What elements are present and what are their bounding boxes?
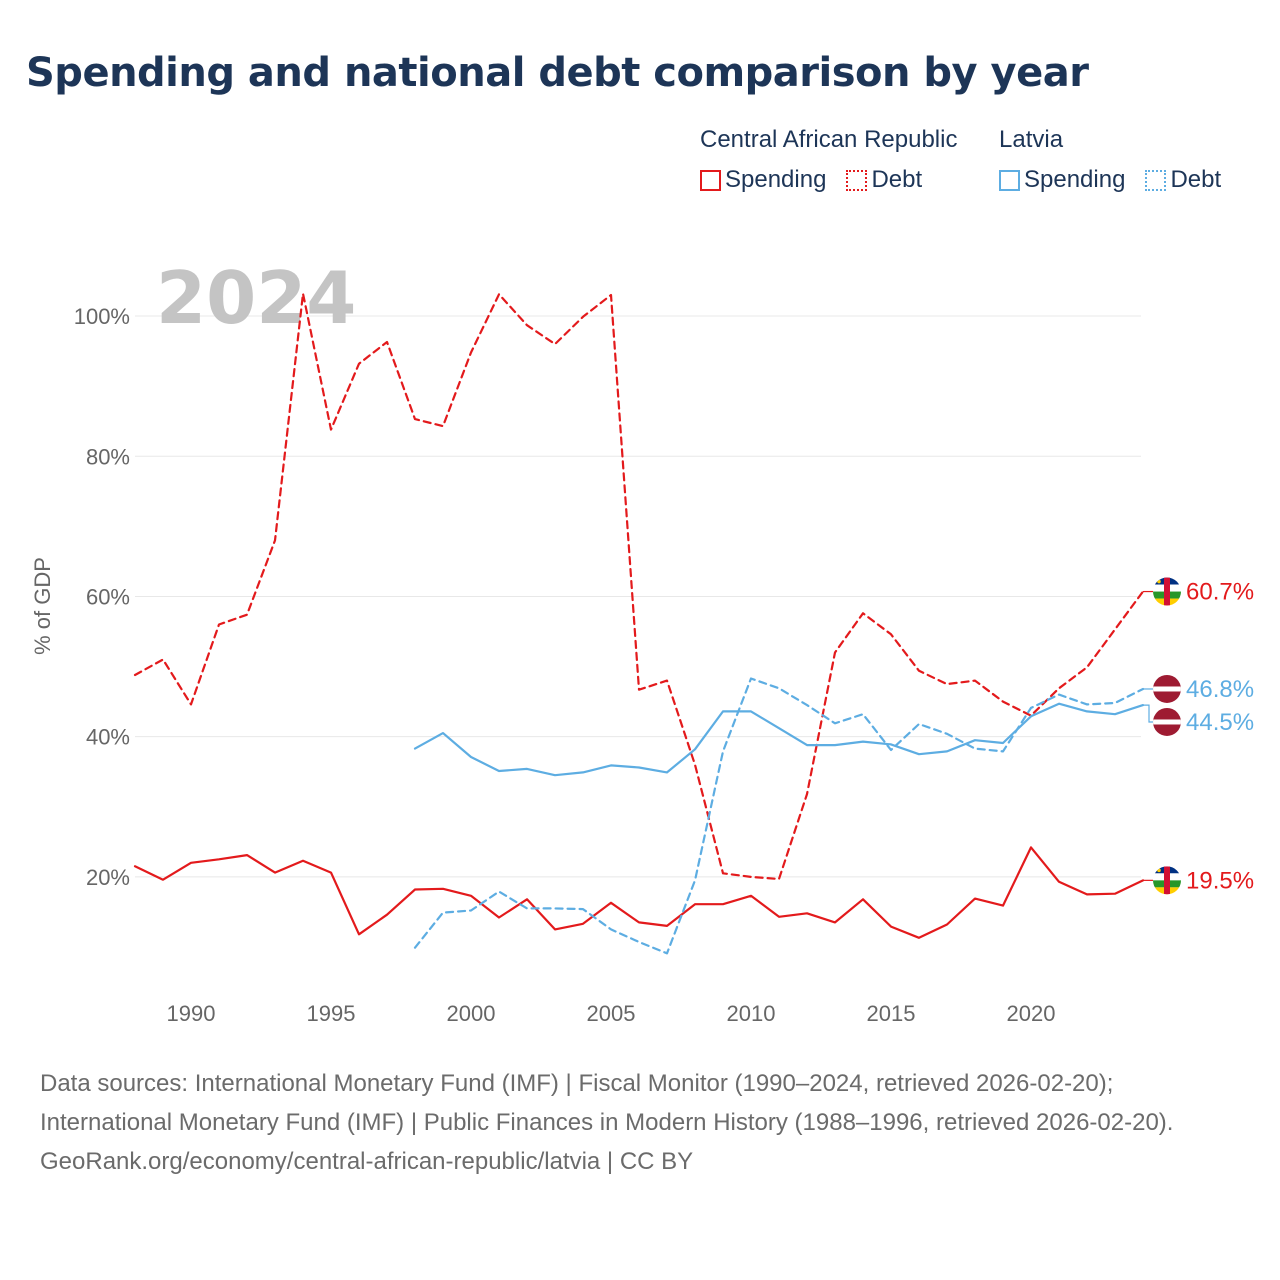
legend-country-name: Latvia	[999, 126, 1064, 153]
end-label-latvia-spending: 44.5%	[1186, 709, 1254, 736]
y-tick-label: 40%	[86, 725, 130, 750]
x-tick-label: 2000	[447, 1001, 496, 1026]
y-tick-label: 60%	[86, 584, 130, 609]
end-label-central-african-republic-spending: 19.5%	[1186, 867, 1254, 894]
legend-country-name: Central African Republic	[700, 126, 958, 153]
gridlines	[135, 315, 1141, 878]
legend-swatch-spending[interactable]	[700, 169, 721, 191]
legend-label-debt[interactable]: Debt	[871, 166, 923, 193]
credit-link[interactable]: GeoRank.org/economy/central-african-repu…	[40, 1148, 694, 1175]
legend-swatch-debt[interactable]	[846, 169, 868, 191]
x-tick-label: 2020	[1007, 1001, 1056, 1026]
latvia-flag-icon	[1153, 674, 1181, 703]
legend-swatch-debt[interactable]	[1145, 169, 1167, 191]
legend-label-spending[interactable]: Spending	[1024, 166, 1126, 193]
x-tick-label: 1990	[167, 1001, 216, 1026]
end-label-connector	[1143, 704, 1153, 723]
x-tick-label: 2010	[727, 1001, 776, 1026]
y-tick-label: 100%	[74, 304, 130, 329]
end-label-latvia-debt: 46.8%	[1186, 676, 1254, 703]
series-lines	[133, 292, 1145, 955]
year-watermark: 2024	[156, 256, 356, 340]
series-line-latvia-spending[interactable]	[413, 702, 1145, 777]
series-line-central-african-republic-debt[interactable]	[133, 292, 1145, 881]
data-sources: Data sources: International Monetary Fun…	[40, 1070, 1174, 1136]
legend-group-central-african-republic: Central African Republic Spending Debt	[700, 124, 957, 194]
y-axis-label: % of GDP	[30, 557, 55, 655]
end-label-central-african-republic-debt: 60.7%	[1186, 579, 1254, 606]
legend-label-debt[interactable]: Debt	[1170, 166, 1222, 193]
series-line-latvia-debt[interactable]	[413, 677, 1145, 955]
y-tick-label: 80%	[86, 444, 130, 469]
legend-group-latvia: Latvia Spending Debt	[999, 124, 1221, 194]
legend-label-spending[interactable]: Spending	[725, 166, 827, 193]
x-axis-ticks: 1990 1995 2000 2005 2010 2015 2020	[167, 1001, 1056, 1026]
central-african-republic-flag-icon	[1153, 577, 1181, 606]
y-tick-label: 20%	[86, 865, 130, 890]
x-tick-label: 2015	[867, 1001, 916, 1026]
legend-swatch-spending[interactable]	[999, 169, 1020, 191]
y-axis-ticks: 20% 40% 60% 80% 100%	[74, 304, 130, 890]
series-line-central-african-republic-spending[interactable]	[133, 846, 1145, 939]
x-tick-label: 2005	[587, 1001, 636, 1026]
end-labels: 19.5% 60.7% 44.5% 46.8%	[1143, 577, 1254, 895]
central-african-republic-flag-icon	[1153, 866, 1181, 895]
footer: Data sources: International Monetary Fun…	[40, 1064, 1240, 1181]
chart-title: Spending and national debt comparison by…	[26, 50, 1089, 96]
latvia-flag-icon	[1153, 707, 1181, 736]
x-tick-label: 1995	[307, 1001, 356, 1026]
